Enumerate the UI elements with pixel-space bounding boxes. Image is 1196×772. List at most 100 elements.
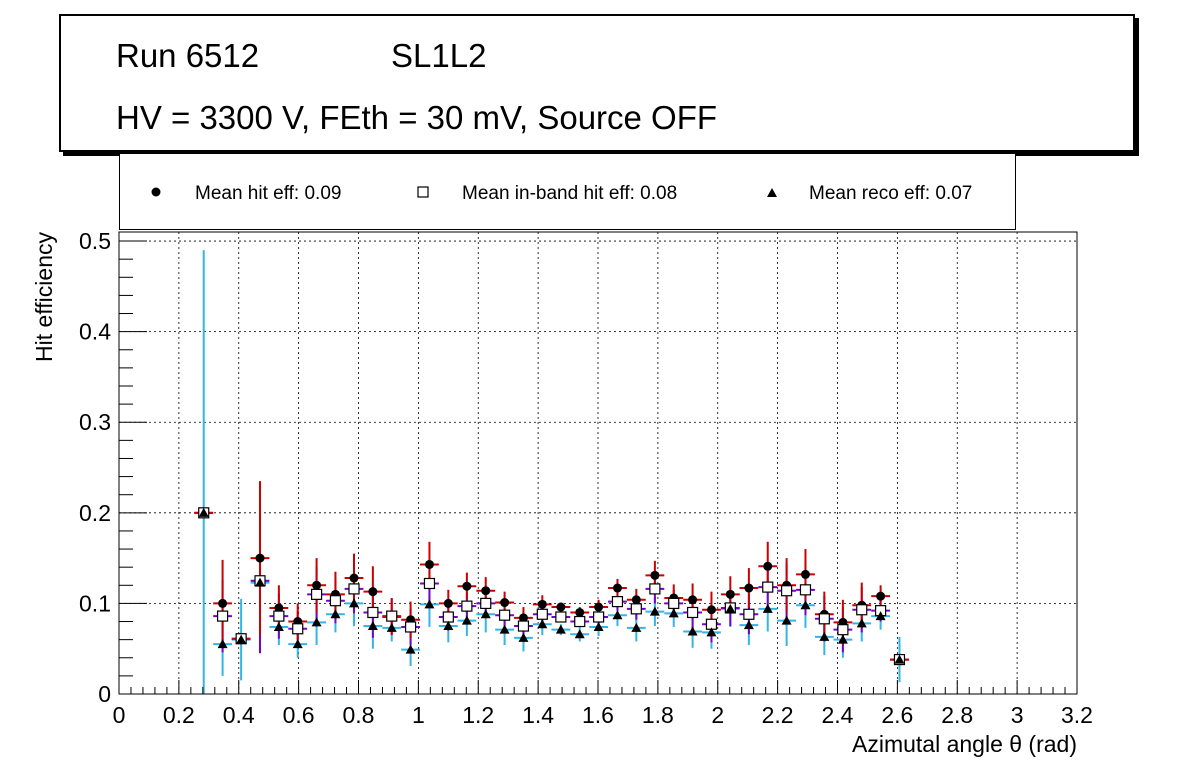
inband-eff-point	[856, 604, 868, 616]
plot-frame	[118, 231, 1078, 695]
hit-eff-point	[857, 600, 867, 610]
reco-eff-point	[405, 644, 416, 654]
inband-eff-point	[630, 603, 642, 615]
inband-eff-point	[254, 575, 266, 587]
inband-eff-point	[310, 588, 323, 600]
reco-eff-point	[311, 617, 322, 627]
x-tick-label: 1.2	[462, 702, 494, 728]
reco-eff-point	[762, 603, 773, 613]
x-tick-label: 0.2	[163, 702, 195, 728]
inband-eff-point	[329, 595, 342, 607]
reco-eff-point	[292, 639, 303, 649]
reco-eff-point	[593, 621, 604, 631]
x-tick-label: 1.4	[522, 702, 554, 728]
hit-eff-point	[819, 609, 829, 619]
legend-triangle-marker	[767, 188, 777, 197]
reco-eff-point	[367, 621, 378, 631]
x-tick-label: 0	[113, 702, 126, 728]
hit-eff-point	[462, 581, 472, 591]
hit-eff-point	[312, 580, 322, 590]
x-tick-label: 1	[412, 702, 425, 728]
legend-circle-marker	[151, 187, 161, 197]
axes: 0 0.2 0.4 0.6 0.8 1 1.2 1.4 1.6 1.8 2 2.2 2.4 2.6 2.8 3…	[31, 228, 1093, 757]
hit-eff-point	[744, 583, 754, 593]
reco-eff-point	[725, 603, 736, 613]
hit-eff-point	[612, 583, 622, 593]
hit-eff-point	[518, 613, 528, 623]
hit-eff-point	[782, 580, 792, 590]
legend-hit-label: Mean hit eff: 0.09	[195, 183, 342, 204]
inband-eff-point	[498, 609, 511, 621]
inband-eff-point	[517, 620, 530, 632]
inband-eff-point	[536, 608, 548, 620]
hit-eff-point	[255, 553, 265, 563]
inband-eff-point	[423, 577, 436, 590]
reco-eff-point	[856, 618, 867, 628]
hit-eff-point	[688, 595, 698, 605]
hit-eff-point	[894, 655, 904, 665]
reco-eff-point	[349, 598, 360, 608]
inband-eff-point	[367, 606, 379, 619]
data-points	[194, 250, 909, 694]
reco-eff-point	[800, 600, 811, 610]
reco-eff-point	[443, 621, 454, 631]
inband-eff-point	[292, 623, 304, 635]
hit-eff-point	[293, 617, 303, 627]
inband-eff-point	[480, 597, 492, 610]
x-tick-label: 2.4	[822, 702, 854, 728]
hit-eff-point	[838, 617, 848, 627]
hit-eff-point	[500, 598, 510, 608]
inband-eff-point	[404, 621, 417, 633]
reco-eff-point	[687, 626, 698, 636]
reco-eff-point	[386, 622, 397, 632]
y-tick-label: 0.1	[79, 590, 111, 616]
reco-eff-point	[743, 620, 754, 630]
inband-eff-point	[668, 597, 680, 610]
x-tick-label: 1.6	[582, 702, 614, 728]
reco-eff-point	[631, 622, 642, 632]
hit-eff-point	[594, 602, 604, 612]
grid	[119, 232, 1077, 694]
x-tick-label: 3.2	[1061, 702, 1093, 728]
hit-eff-point	[406, 615, 416, 625]
inband-eff-point	[705, 618, 718, 630]
reco-eff-point	[480, 609, 491, 619]
layer-label: SL1L2	[391, 37, 487, 74]
inband-eff-point	[216, 610, 229, 622]
hit-eff-point	[218, 598, 228, 608]
x-tick-label: 2.6	[881, 702, 913, 728]
hit-eff-point	[631, 595, 641, 605]
inband-eff-point	[875, 605, 887, 617]
reco-eff-point	[894, 654, 905, 664]
legend-reco-label: Mean reco eff: 0.07	[809, 183, 973, 204]
hit-eff-point	[556, 602, 566, 612]
reco-eff-point	[273, 621, 284, 631]
x-tick-label: 0.8	[343, 702, 375, 728]
legend-square-marker	[417, 186, 429, 198]
y-tick-label: 0.4	[79, 319, 111, 345]
hit-eff-point	[236, 634, 246, 644]
reco-eff-point	[612, 610, 623, 620]
hit-eff-point	[199, 508, 209, 518]
y-tick-label: 0.3	[79, 409, 111, 435]
inband-eff-point	[799, 584, 812, 596]
inband-eff-point	[649, 583, 661, 595]
x-tick-label: 2	[711, 702, 724, 728]
inband-eff-point	[724, 602, 736, 614]
x-axis-title: Azimutal angle θ (rad)	[852, 731, 1077, 757]
hit-eff-point	[763, 561, 773, 571]
x-tick-label: 0.4	[223, 702, 255, 728]
y-tick-label: 0	[98, 681, 111, 707]
inband-eff-point	[762, 581, 774, 593]
y-axis-title: Hit efficiency	[31, 232, 57, 362]
reco-eff-point	[461, 615, 472, 625]
inband-eff-point	[555, 611, 567, 623]
inband-eff-point	[386, 610, 398, 622]
x-tick-label: 2.2	[762, 702, 794, 728]
hit-eff-point	[669, 593, 679, 603]
y-tick-label: 0.2	[79, 500, 111, 526]
inband-eff-point	[743, 608, 755, 620]
hit-eff-point	[800, 569, 810, 579]
inband-eff-point	[837, 624, 849, 636]
hit-eff-point	[349, 573, 359, 583]
